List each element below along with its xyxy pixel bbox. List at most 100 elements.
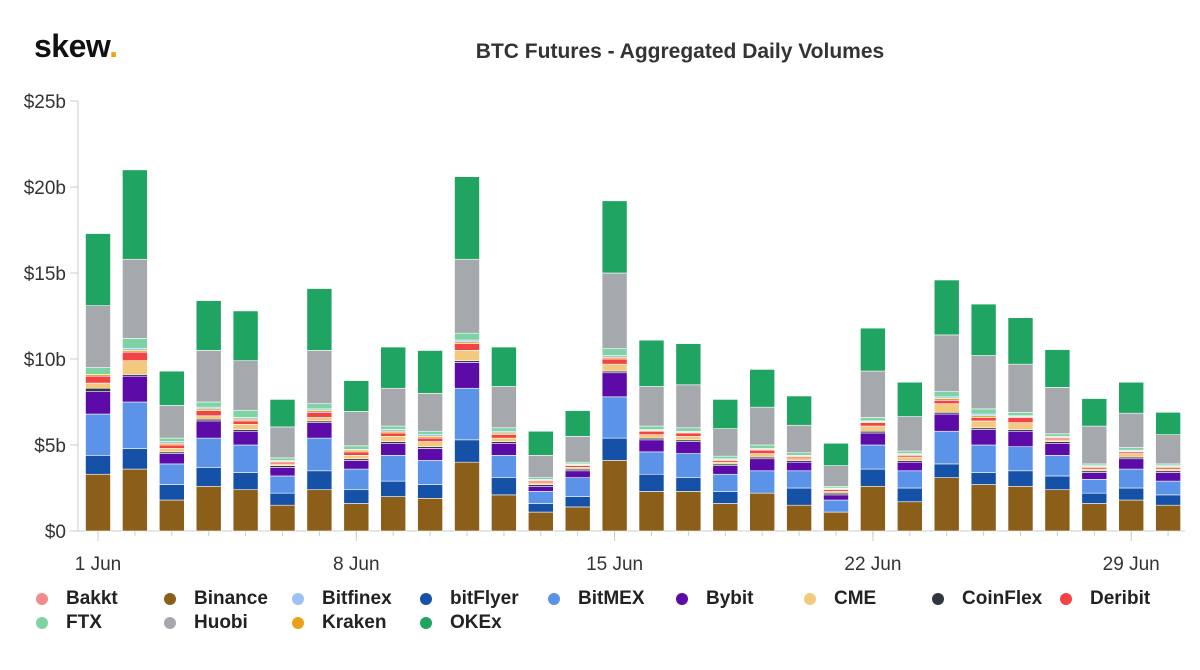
bar-segment-ftx xyxy=(380,425,407,430)
legend-item-coinflex[interactable]: CoinFlex xyxy=(932,588,1042,610)
bar-segment-bitmex xyxy=(712,473,739,492)
bar-segment-okex xyxy=(343,380,370,412)
bar-segment-bitmex xyxy=(933,430,960,465)
legend-item-cme[interactable]: CME xyxy=(804,588,876,610)
bar-segment-bybit xyxy=(122,375,148,403)
bar-segment-huobi xyxy=(159,405,185,439)
bar-segment-binance xyxy=(712,503,739,532)
bar-segment-cme xyxy=(749,453,776,458)
bar-segment-bitmex xyxy=(786,470,812,489)
bar-segment-binance xyxy=(454,461,480,532)
bar-segment-binance xyxy=(527,511,554,532)
bar-segment-bitmex xyxy=(491,455,517,478)
bar-segment-binance xyxy=(1007,485,1034,532)
bar-segment-okex xyxy=(1007,317,1034,365)
bar-segment-ftx xyxy=(786,452,812,456)
bar-segment-okex xyxy=(122,169,148,260)
bar-segment-okex xyxy=(675,343,702,386)
bar-segment-bitmex xyxy=(675,453,702,478)
bar-segment-ftx xyxy=(159,437,185,442)
legend-swatch xyxy=(36,617,48,629)
bar-segment-deribit xyxy=(159,444,185,449)
bar-segment-bybit xyxy=(306,422,333,439)
legend-item-bitflyer[interactable]: bitFlyer xyxy=(420,588,519,610)
bar-segment-bitmex xyxy=(122,401,148,449)
bar-segment-huobi xyxy=(417,393,443,432)
bar-segment-cme xyxy=(933,403,960,413)
bar-segment-bybit xyxy=(786,461,812,472)
bar-segment-huobi xyxy=(860,370,886,418)
bar-segment-bybit xyxy=(601,372,628,398)
legend-item-bybit[interactable]: Bybit xyxy=(676,588,754,610)
bar-segment-deribit xyxy=(860,422,886,427)
bar-segment-bitmex xyxy=(1155,480,1181,496)
bar-segment-okex xyxy=(823,442,849,466)
bar-segment-binance xyxy=(269,504,296,532)
bar-segment-deribit xyxy=(454,343,480,351)
bar-segment-huobi xyxy=(601,272,628,349)
legend-item-bakkt[interactable]: Bakkt xyxy=(36,588,118,610)
y-tick-label: $25b xyxy=(24,92,66,113)
bar-segment-bybit xyxy=(85,391,111,415)
legend-item-deribit[interactable]: Deribit xyxy=(1060,588,1150,610)
bar-segment-bitflyer xyxy=(122,448,148,470)
legend-label: bitFlyer xyxy=(450,588,519,609)
bar-segment-bitflyer xyxy=(1155,494,1181,506)
bar-segment-huobi xyxy=(454,258,480,334)
bar-segment-ftx xyxy=(491,427,517,432)
bar-segment-okex xyxy=(269,399,296,428)
bar-segment-bybit xyxy=(527,485,554,492)
bar-segment-bybit xyxy=(1081,472,1108,480)
legend-swatch xyxy=(292,617,304,629)
legend-item-huobi[interactable]: Huobi xyxy=(164,612,248,634)
bar-segment-bitflyer xyxy=(232,472,259,491)
bar-segment-okex xyxy=(896,381,923,417)
legend-item-bitmex[interactable]: BitMEX xyxy=(548,588,645,610)
bar-segment-bitflyer xyxy=(1118,487,1144,501)
bar-segment-okex xyxy=(306,288,333,351)
bar-segment-ftx xyxy=(896,450,923,454)
bar-segment-okex xyxy=(454,176,480,260)
bar-segment-bitflyer xyxy=(527,503,554,513)
bar-segment-bybit xyxy=(1118,458,1144,470)
legend-item-okex[interactable]: OKEx xyxy=(420,612,502,634)
bar-segment-ftx xyxy=(269,457,296,461)
legend-item-binance[interactable]: Binance xyxy=(164,588,268,610)
legend-item-kraken[interactable]: Kraken xyxy=(292,612,386,634)
bar-segment-bybit xyxy=(1044,442,1071,456)
bar-segment-bybit xyxy=(1155,472,1181,482)
bar-segment-huobi xyxy=(527,455,554,478)
bar-segment-cme xyxy=(417,441,443,448)
logo-dot: . xyxy=(109,28,118,64)
bar-segment-bitmex xyxy=(860,444,886,470)
x-tick-label: 8 Jun xyxy=(333,554,379,575)
legend-label: Binance xyxy=(194,588,268,609)
legend-item-ftx[interactable]: FTX xyxy=(36,612,102,634)
legend-item-bitfinex[interactable]: Bitfinex xyxy=(292,588,392,610)
bar-segment-cme xyxy=(1007,422,1034,430)
bar-segment-binance xyxy=(933,477,960,532)
bar-segment-huobi xyxy=(564,436,591,463)
bar-segment-okex xyxy=(159,370,185,406)
bar-segment-ftx xyxy=(195,401,222,408)
bar-segment-bitmex xyxy=(343,468,370,491)
bar-segment-bybit xyxy=(564,470,591,478)
bar-segment-binance xyxy=(564,506,591,532)
legend-swatch xyxy=(36,593,48,605)
bar-segment-deribit xyxy=(232,420,259,425)
bar-segment-bitmex xyxy=(380,455,407,482)
bar-segment-coinflex xyxy=(85,387,111,392)
bar-segment-bitmex xyxy=(417,460,443,485)
x-tick-label: 15 Jun xyxy=(586,554,643,575)
bar-segment-ftx xyxy=(1118,447,1144,451)
bar-segment-deribit xyxy=(343,451,370,456)
bar-segment-bybit xyxy=(491,442,517,456)
bar-segment-okex xyxy=(527,430,554,456)
bar-segment-deribit xyxy=(970,417,997,422)
bar-segment-ftx xyxy=(454,332,480,341)
bar-segment-ftx xyxy=(1007,412,1034,417)
bar-segment-huobi xyxy=(896,416,923,452)
y-tick-label: $10b xyxy=(24,350,66,371)
bar-segment-okex xyxy=(85,233,111,306)
bar-segment-bitmex xyxy=(159,463,185,485)
